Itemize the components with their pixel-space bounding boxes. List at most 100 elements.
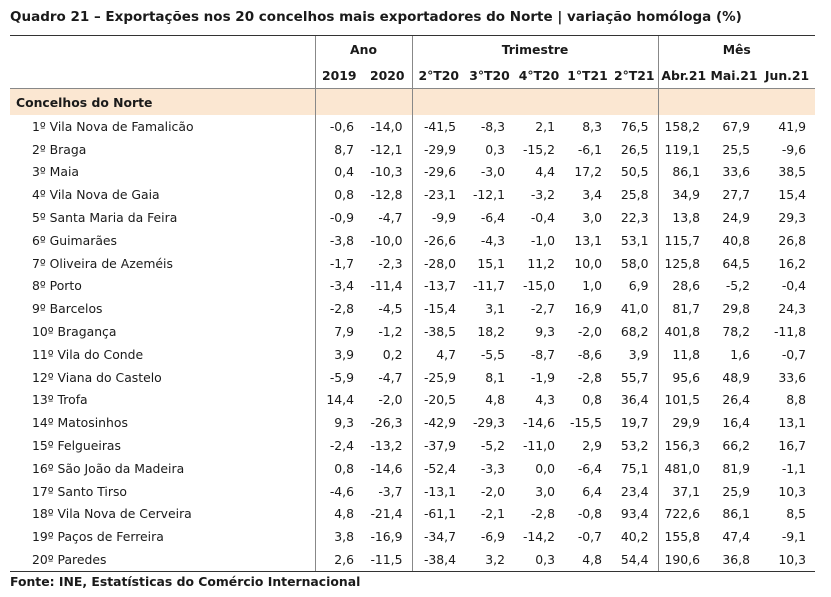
value-cell: -11,8 <box>773 324 807 340</box>
value-cell: 3,0 <box>535 483 555 499</box>
value-cell: 40,2 <box>620 529 649 545</box>
column-header: Jun.21 <box>759 62 816 89</box>
value-cell: 3,9 <box>628 346 649 362</box>
value-cell: 29,3 <box>778 210 807 226</box>
value-cell: 18,2 <box>477 324 505 340</box>
municipality-name: 8º Porto <box>32 278 82 294</box>
value-cell: -0,4 <box>781 278 807 294</box>
municipality-name: 5º Santa Maria da Feira <box>32 210 178 226</box>
value-cell: -52,4 <box>411 456 465 480</box>
value-cell: -25,9 <box>411 365 465 389</box>
value-cell: -37,9 <box>411 434 465 457</box>
value-cell: 54,4 <box>611 548 658 572</box>
value-cell: 2,9 <box>582 438 602 454</box>
value-cell: 4,7 <box>411 342 465 366</box>
value-cell: 125,8 <box>657 251 709 275</box>
value-cell: -13,2 <box>370 438 403 454</box>
table-title: Quadro 21 – Exportações nos 20 concelhos… <box>10 9 742 25</box>
value-cell: -11,4 <box>370 278 403 294</box>
table-row: 6º Guimarães -3,8 -10,0 -26,6 -4,3 -1,0 13,1 53… <box>10 228 815 252</box>
municipality-name: 19º Paços de Ferreira <box>32 529 164 545</box>
table-row: 11º Vila do Conde 3,9 0,2 4,7 -5,5 -8,7 -8,6 3,… <box>10 342 815 366</box>
value-cell: -11,7 <box>472 278 505 294</box>
value-cell: 26,8 <box>778 232 807 248</box>
value-cell: 481,0 <box>657 456 709 480</box>
value-cell: -26,6 <box>411 228 465 252</box>
value-cell: -3,3 <box>480 460 505 476</box>
value-cell: -8,6 <box>577 346 602 362</box>
value-cell: 24,9 <box>722 210 750 226</box>
value-cell: -1,7 <box>314 251 363 275</box>
value-cell: 0,0 <box>535 460 555 476</box>
value-cell: 8,8 <box>786 392 807 408</box>
corner-cell <box>10 35 315 62</box>
column-header: 2020 <box>363 62 412 89</box>
value-cell: 16,2 <box>778 255 807 271</box>
value-cell: 119,1 <box>657 137 709 161</box>
value-cell: -3,0 <box>480 164 505 180</box>
municipality-name: 10º Bragança <box>32 324 117 340</box>
value-cell: -2,3 <box>378 255 403 271</box>
value-cell: 25,5 <box>722 141 750 157</box>
value-cell: -1,2 <box>378 324 403 340</box>
table-row: 7º Oliveira de Azeméis -1,7 -2,3 -28,0 15,1 1… <box>10 251 815 275</box>
value-cell: 8,5 <box>786 506 807 522</box>
municipality-name: 7º Oliveira de Azeméis <box>32 255 173 271</box>
value-cell: 22,3 <box>620 210 649 226</box>
value-cell: -2,8 <box>314 297 363 321</box>
value-cell: 101,5 <box>657 388 709 412</box>
value-cell: 0,8 <box>314 456 363 480</box>
value-cell: 76,5 <box>620 118 649 134</box>
value-cell: 3,8 <box>314 525 363 549</box>
value-cell: 36,8 <box>709 548 759 572</box>
section-row: Concelhos do Norte <box>10 88 816 115</box>
value-cell: 10,0 <box>574 255 602 271</box>
column-header: 4°T20 <box>514 62 564 89</box>
value-cell: -16,9 <box>370 529 403 545</box>
table-row: 12º Viana do Castelo -5,9 -4,7 -25,9 8,1 -1,9… <box>10 365 815 389</box>
value-cell: -14,0 <box>370 118 403 134</box>
value-cell: 16,9 <box>574 301 602 317</box>
value-cell: 23,4 <box>620 483 649 499</box>
value-cell: 40,8 <box>722 232 750 248</box>
value-cell: 78,2 <box>722 324 750 340</box>
value-cell: 10,3 <box>778 483 807 499</box>
value-cell: 2,1 <box>535 118 555 134</box>
value-cell: 0,2 <box>382 346 403 362</box>
value-cell: -2,8 <box>530 506 555 522</box>
value-cell: -11,0 <box>522 438 555 454</box>
value-cell: 1,0 <box>582 278 602 294</box>
municipality-name: 1º Vila Nova de Famalicão <box>32 118 194 134</box>
value-cell: -15,4 <box>411 297 465 321</box>
value-cell: -5,2 <box>725 278 750 294</box>
value-cell: 68,2 <box>620 324 649 340</box>
value-cell: 13,1 <box>778 415 807 431</box>
table-row: 1º Vila Nova de Famalicão -0,6 -14,0 -41,5-… <box>10 115 815 138</box>
value-cell: 41,9 <box>778 118 807 134</box>
municipality-name: 9º Barcelos <box>32 301 103 317</box>
value-cell: -2,7 <box>530 301 555 317</box>
value-cell: 48,9 <box>722 369 750 385</box>
value-cell: -6,4 <box>577 460 602 476</box>
group-header-trimestre: Trimestre <box>411 35 658 62</box>
value-cell: 33,6 <box>778 369 807 385</box>
municipality-name: 6º Guimarães <box>32 232 117 248</box>
value-cell: -29,6 <box>411 160 465 184</box>
value-cell: 33,6 <box>722 164 750 180</box>
value-cell: -3,8 <box>314 228 363 252</box>
value-cell: -1,0 <box>530 232 555 248</box>
group-header-row: Ano Trimestre Mês <box>10 35 816 62</box>
value-cell: 11,8 <box>657 342 709 366</box>
value-cell: 190,6 <box>657 548 709 572</box>
value-cell: -15,2 <box>522 141 555 157</box>
value-cell: 4,8 <box>564 548 611 572</box>
value-cell: 158,2 <box>657 115 709 138</box>
municipality-name: 15º Felgueiras <box>32 438 121 454</box>
value-cell: 81,9 <box>722 460 750 476</box>
municipality-name: 18º Vila Nova de Cerveira <box>32 506 192 522</box>
value-cell: 86,1 <box>722 506 750 522</box>
value-cell: -4,6 <box>314 479 363 503</box>
value-cell: 3,0 <box>582 210 602 226</box>
municipality-name: 17º Santo Tirso <box>32 483 127 499</box>
value-cell: -20,5 <box>411 388 465 412</box>
